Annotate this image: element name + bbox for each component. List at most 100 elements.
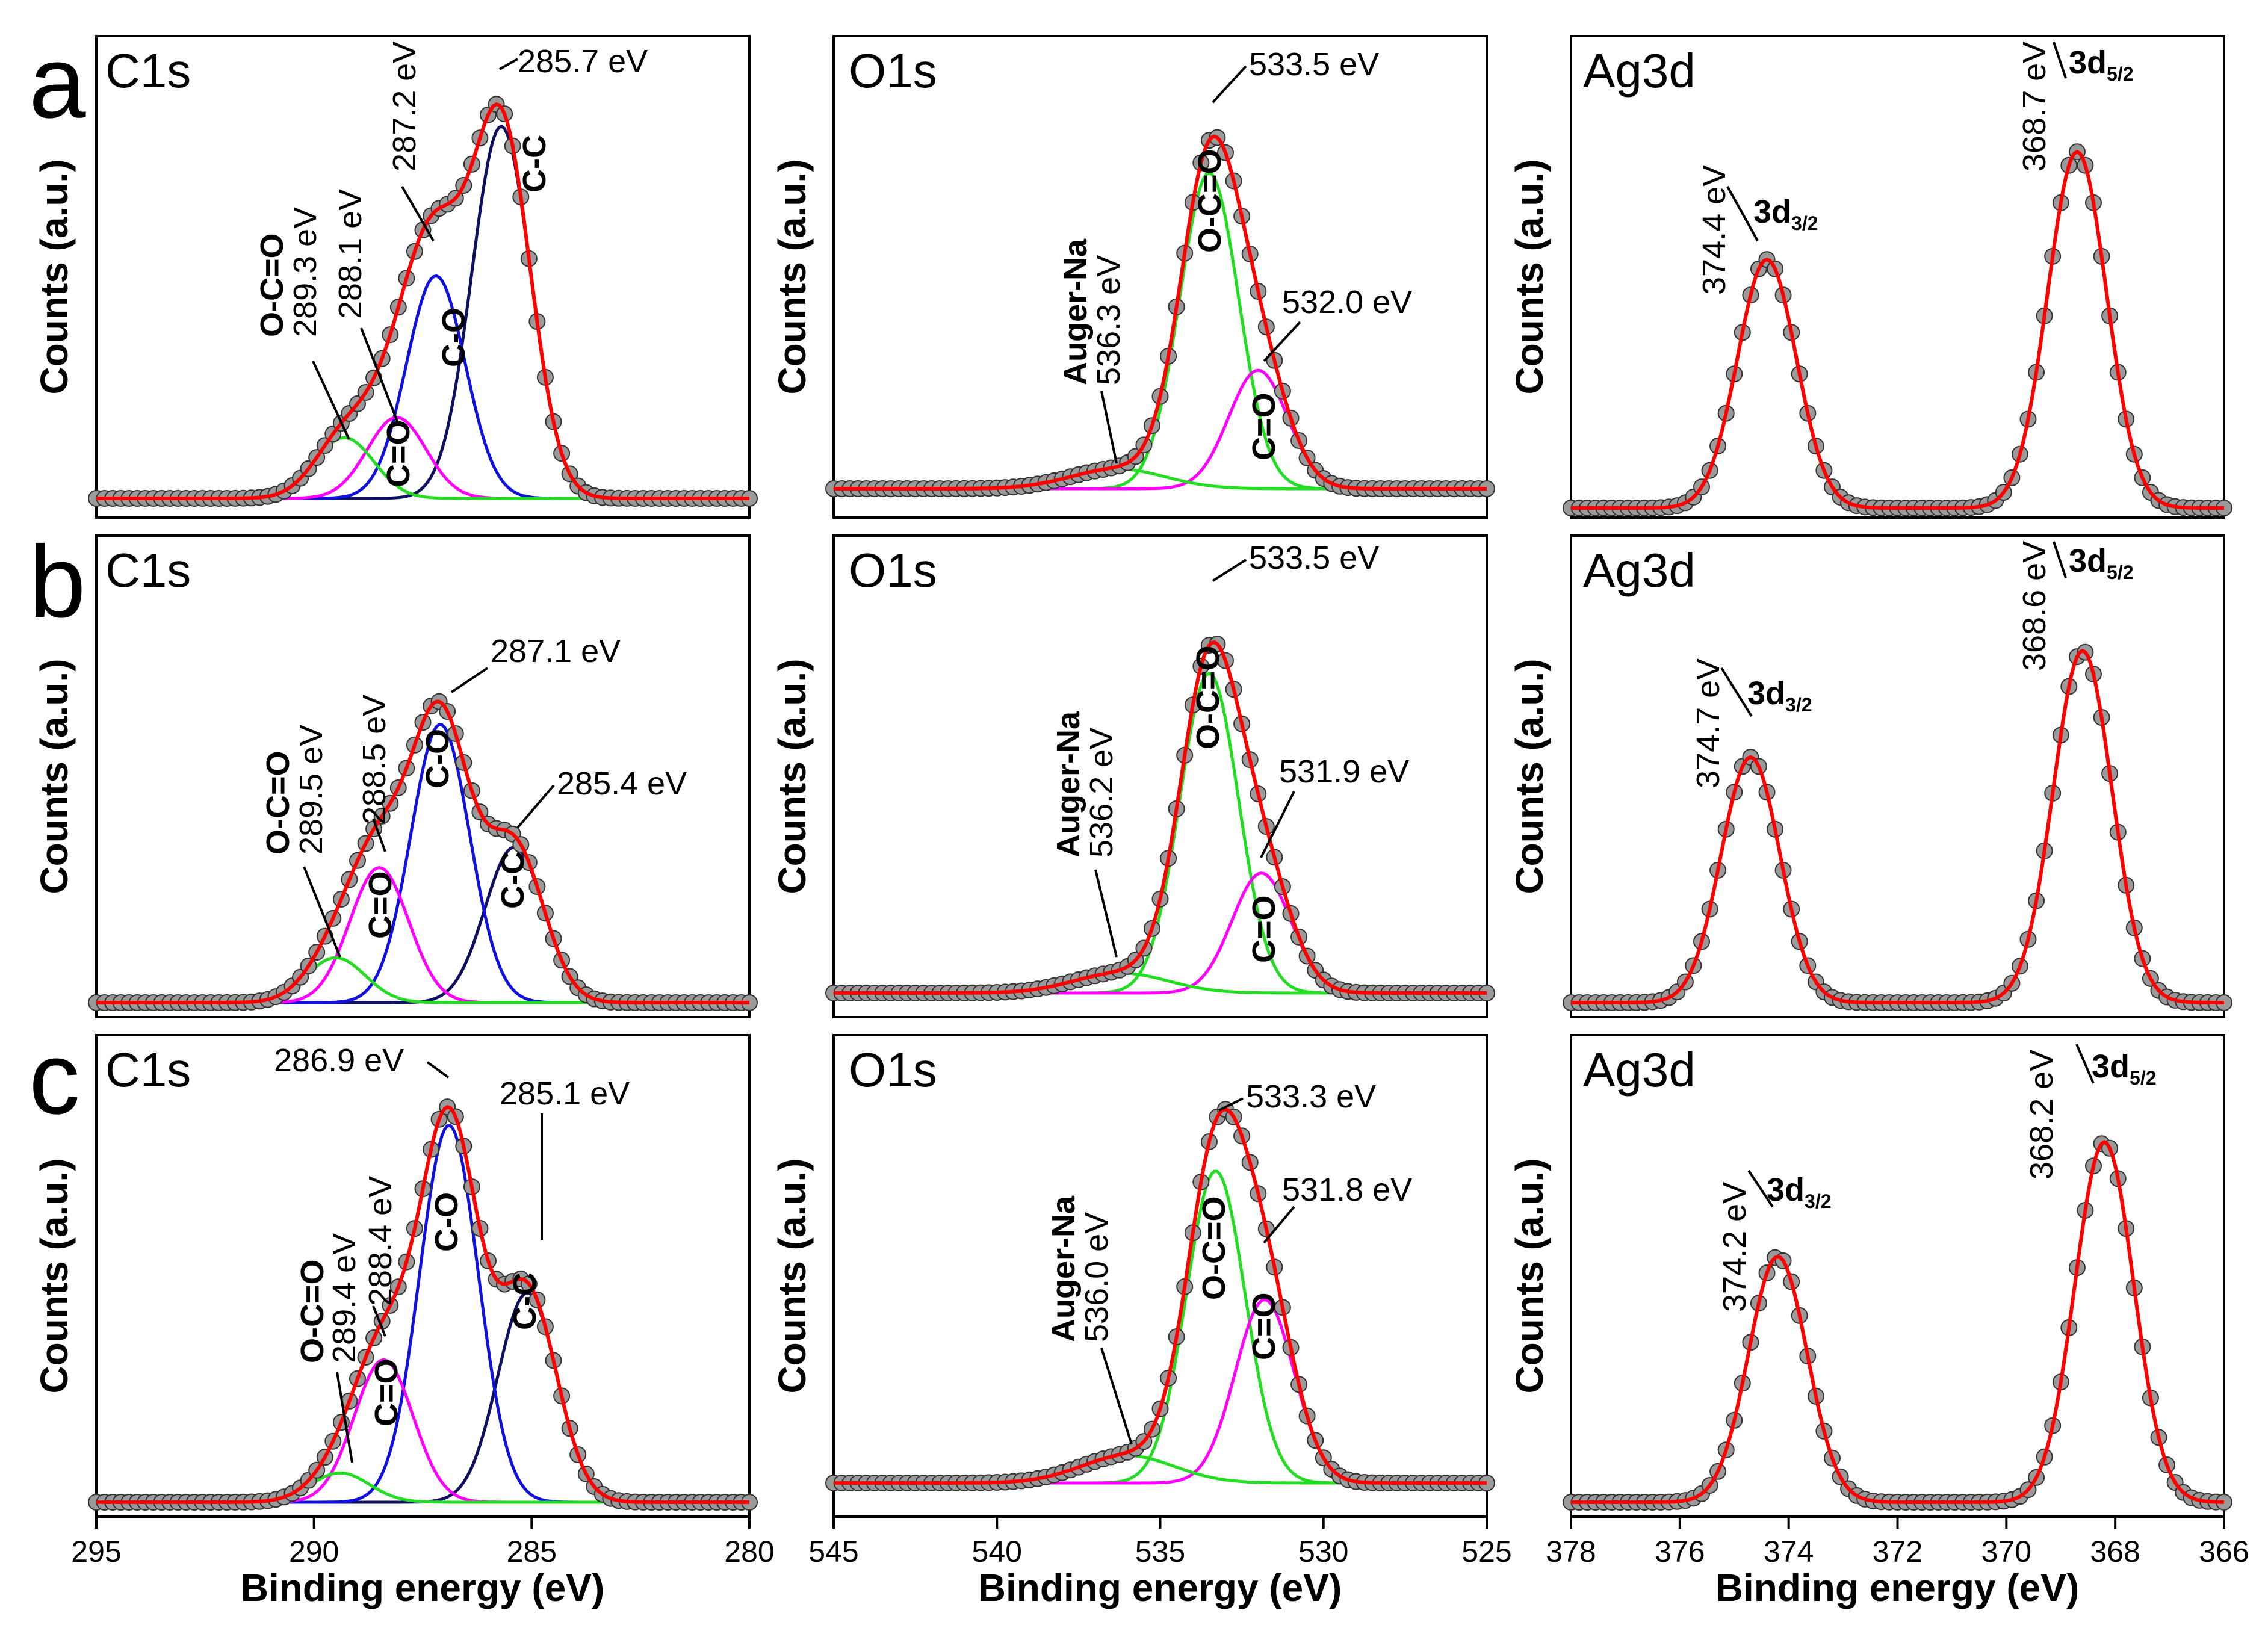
peak-label-c-eq-o: 288.1 eV [332, 189, 368, 319]
peak-label-c-eq-o: 531.9 eV [1279, 754, 1409, 790]
orbital-label-3d52: 3d5/2 [2069, 543, 2134, 583]
row-letter-c: c [29, 1021, 80, 1136]
y-axis-label: Counts (a.u.) [33, 159, 76, 394]
panel-b-o1s: O1s Counts (a.u.) 533.5 eV 531.9 eV 536.… [770, 534, 1495, 1018]
arrows [1726, 42, 2067, 241]
peak-label-o-c-eq-o: 289.4 eV [326, 1233, 362, 1363]
component-c-o [834, 1298, 1487, 1485]
peak-label-3d52: 368.7 eV [2016, 42, 2053, 172]
arrows [336, 1061, 543, 1463]
row-letter-b: b [29, 525, 86, 639]
panel-title: O1s [849, 44, 937, 98]
arrows [1100, 65, 1301, 464]
x-axis-label-o1s: Binding energy (eV) [978, 1566, 1342, 1609]
bond-label-o-c-eq-o: O-C=O [1190, 645, 1226, 749]
component-o-c-o [834, 1169, 1487, 1485]
peak-label-c-o: 286.9 eV [274, 1042, 404, 1079]
peak-label-c-c: 285.4 eV [557, 766, 687, 802]
panel-a-o1s: O1s Counts (a.u.) 533.5 eV 532.0 eV 536.… [770, 35, 1495, 519]
peak-label-3d32: 374.4 eV [1696, 165, 1732, 295]
orbital-label-3d32: 3d3/2 [1753, 194, 1818, 234]
fit-envelope [96, 1105, 749, 1504]
panel-b-ag3d: Ag3d Counts (a.u.) 368.6 eV 374.7 eV 3d5… [1508, 534, 2232, 1018]
panel-title: O1s [849, 1043, 937, 1097]
component-c-o [96, 866, 749, 1004]
panel-c-o1s: O1s Counts (a.u.) 533.3 eV 531.8 eV 536.… [770, 1034, 1495, 1518]
bond-label-c-o: C-O [436, 308, 472, 367]
y-axis-label: Counts (a.u.) [33, 658, 76, 894]
panel-a-c1s: C1s Counts (a.u.) 285.7 eV 287.2 eV 288.… [33, 35, 758, 519]
bond-label-auger-na: Auger-Na [1050, 711, 1086, 858]
panel-c-c1s: C1s Counts (a.u.) 286.9 eV 285.1 eV 288.… [33, 1034, 758, 1518]
bond-label-o-c-eq-o: O-C=O [294, 1259, 330, 1363]
y-axis-label: Counts (a.u.) [33, 1158, 76, 1393]
bond-label-auger-na: Auger-Na [1058, 238, 1094, 385]
x-tick-label: 378 [1546, 1535, 1596, 1568]
fit-envelope [96, 102, 749, 500]
bond-label-c-c: C-C [507, 1272, 543, 1330]
y-axis-label: Counts (a.u.) [770, 658, 814, 894]
x-tick-label: 295 [71, 1535, 121, 1568]
x-tick-label: 285 [507, 1535, 557, 1568]
peak-label-c-eq-o: 288.5 eV [356, 695, 392, 825]
bond-label-c-eq-o: C=O [368, 1358, 404, 1426]
bond-label-o-c-eq-o: O-C=O [1196, 1196, 1232, 1300]
peak-label-3d52: 368.6 eV [2016, 541, 2053, 671]
component-c-c [96, 1291, 749, 1504]
peak-label-o-c-eq-o: 533.5 eV [1249, 46, 1379, 82]
panel-title: C1s [105, 1043, 191, 1097]
panel-title: Ag3d [1583, 44, 1696, 98]
bond-label-c-eq-o: C=O [380, 419, 417, 488]
fit-envelope [96, 699, 749, 1004]
peak-label-3d32: 374.2 eV [1717, 1182, 1753, 1312]
peak-label-c-eq-o: 532.0 eV [1282, 284, 1412, 320]
arrows [303, 667, 555, 958]
bond-label-o-c-eq-o: O-C=O [1192, 149, 1228, 253]
peak-label-c-c: 285.1 eV [500, 1076, 630, 1112]
peak-label-c-o: 287.2 eV [386, 42, 423, 172]
bond-label-c-c: C-C [516, 135, 553, 193]
bond-label-c-c: C-C [495, 851, 531, 909]
x-tick-label: 290 [289, 1535, 339, 1568]
x-axes: 295 290 285 280 545 540 535 530 525 378 376 374 372 3… [71, 1517, 2249, 1568]
peak-label-3d32: 374.7 eV [1690, 658, 1726, 788]
panel-a-ag3d: Ag3d Counts (a.u.) 368.7 eV 374.4 eV 3d5… [1508, 35, 2232, 519]
fit-envelope [1571, 648, 2224, 1004]
orbital-label-3d52: 3d5/2 [2069, 45, 2134, 85]
x-tick-label: 372 [1873, 1535, 1923, 1568]
panel-title: O1s [849, 543, 937, 597]
bond-label-c-o: C-O [429, 1192, 465, 1252]
component-o-c-o [834, 671, 1487, 995]
fit-envelope [1571, 149, 2224, 510]
panel-c-ag3d: Ag3d Counts (a.u.) 368.2 eV 374.2 eV 3d5… [1508, 1034, 2232, 1518]
x-tick-label: 368 [2090, 1535, 2140, 1568]
component-c-c [96, 846, 749, 1004]
peak-label-auger-na: 536.0 eV [1079, 1212, 1115, 1342]
bond-label-c-eq-o: C=O [1246, 392, 1282, 460]
component-c-o [96, 1358, 749, 1504]
panel-title: C1s [105, 44, 191, 98]
x-tick-label: 370 [1981, 1535, 2031, 1568]
x-tick-label: 535 [1135, 1535, 1185, 1568]
x-tick-label: 540 [972, 1535, 1022, 1568]
x-tick-label: 366 [2199, 1535, 2249, 1568]
panel-b-c1s: C1s Counts (a.u.) 287.1 eV 285.4 eV 288.… [33, 534, 758, 1018]
bond-label-o-c-eq-o: O-C=O [254, 233, 290, 337]
peak-label-c-eq-o: 288.4 eV [362, 1176, 398, 1306]
x-axis-label-ag3d: Binding energy (eV) [1715, 1566, 2080, 1609]
x-tick-label: 376 [1655, 1535, 1705, 1568]
arrows [1747, 1044, 2095, 1208]
arrows [1100, 1097, 1295, 1445]
component-o-c-o [834, 171, 1487, 491]
y-axis-label: Counts (a.u.) [770, 1158, 814, 1393]
row-letter-a: a [29, 25, 86, 140]
panel-title: Ag3d [1583, 1043, 1696, 1097]
x-tick-label: 374 [1764, 1535, 1814, 1568]
peak-label-auger-na: 536.2 eV [1083, 728, 1120, 858]
component-c-o [96, 274, 749, 500]
fit-envelope [834, 640, 1487, 995]
y-axis-label: Counts (a.u.) [1508, 658, 1551, 894]
x-tick-label: 545 [808, 1535, 858, 1568]
peak-label-c-eq-o: 531.8 eV [1282, 1172, 1412, 1208]
